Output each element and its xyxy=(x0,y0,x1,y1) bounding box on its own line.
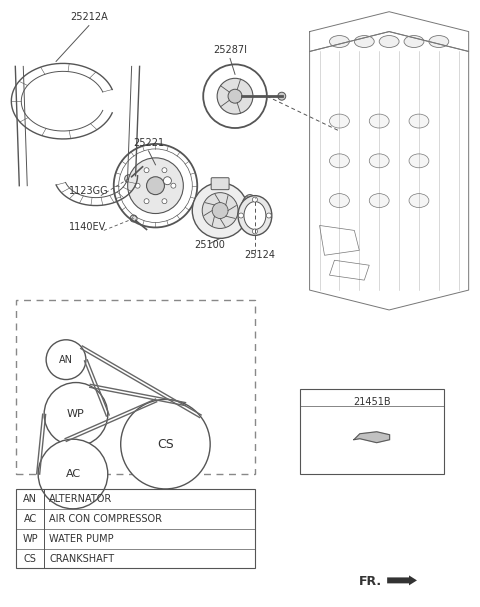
Bar xyxy=(300,390,444,474)
Text: AN: AN xyxy=(23,494,37,504)
Text: 25221: 25221 xyxy=(133,138,164,148)
Circle shape xyxy=(120,399,210,489)
Text: CS: CS xyxy=(157,438,174,450)
Text: 21451B: 21451B xyxy=(353,398,391,407)
Text: 1123GG: 1123GG xyxy=(69,186,108,195)
Circle shape xyxy=(171,183,176,188)
Text: 25124: 25124 xyxy=(244,250,276,260)
Circle shape xyxy=(38,439,108,509)
Circle shape xyxy=(144,168,149,172)
Circle shape xyxy=(125,175,132,183)
Ellipse shape xyxy=(409,194,429,208)
Circle shape xyxy=(130,215,137,222)
Ellipse shape xyxy=(369,154,389,168)
Text: AIR CON COMPRESSOR: AIR CON COMPRESSOR xyxy=(49,514,162,524)
Circle shape xyxy=(162,168,167,172)
Text: 25212A: 25212A xyxy=(70,12,108,22)
Text: FR.: FR. xyxy=(360,575,383,588)
Ellipse shape xyxy=(409,154,429,168)
Circle shape xyxy=(217,78,253,114)
Ellipse shape xyxy=(329,114,349,128)
Ellipse shape xyxy=(245,200,255,222)
Circle shape xyxy=(44,382,108,446)
Ellipse shape xyxy=(244,202,266,229)
Circle shape xyxy=(266,213,271,218)
Ellipse shape xyxy=(329,194,349,208)
Ellipse shape xyxy=(369,114,389,128)
Bar xyxy=(16,489,255,569)
Circle shape xyxy=(144,198,149,204)
Circle shape xyxy=(245,197,249,200)
Ellipse shape xyxy=(379,36,399,47)
Ellipse shape xyxy=(369,194,389,208)
Text: 25287I: 25287I xyxy=(213,46,247,55)
Circle shape xyxy=(278,92,286,100)
Circle shape xyxy=(135,183,140,188)
Ellipse shape xyxy=(238,195,272,236)
Text: AC: AC xyxy=(65,469,81,479)
Text: WATER PUMP: WATER PUMP xyxy=(49,534,114,544)
Circle shape xyxy=(146,177,165,195)
Text: CRANKSHAFT: CRANKSHAFT xyxy=(49,554,114,563)
Circle shape xyxy=(192,183,248,239)
Ellipse shape xyxy=(354,36,374,47)
Polygon shape xyxy=(354,432,390,443)
Circle shape xyxy=(239,213,243,218)
Circle shape xyxy=(252,229,257,234)
Circle shape xyxy=(212,203,228,219)
Text: ALTERNATOR: ALTERNATOR xyxy=(49,494,112,504)
Circle shape xyxy=(46,340,86,379)
Text: WP: WP xyxy=(67,409,85,419)
Text: WP: WP xyxy=(23,534,38,544)
Circle shape xyxy=(162,198,167,204)
Circle shape xyxy=(245,220,249,225)
Circle shape xyxy=(228,89,242,103)
Ellipse shape xyxy=(409,114,429,128)
Text: CS: CS xyxy=(24,554,36,563)
Circle shape xyxy=(202,192,238,228)
Circle shape xyxy=(252,197,257,202)
FancyArrow shape xyxy=(387,575,417,585)
Ellipse shape xyxy=(404,36,424,47)
Ellipse shape xyxy=(329,154,349,168)
Text: AN: AN xyxy=(59,354,73,365)
Text: AC: AC xyxy=(24,514,37,524)
Text: 1140EV: 1140EV xyxy=(69,222,106,232)
Ellipse shape xyxy=(429,36,449,47)
Ellipse shape xyxy=(241,195,259,226)
Circle shape xyxy=(164,177,171,185)
Circle shape xyxy=(128,158,183,214)
FancyBboxPatch shape xyxy=(211,178,229,189)
Text: 25100: 25100 xyxy=(195,240,226,250)
Ellipse shape xyxy=(329,36,349,47)
